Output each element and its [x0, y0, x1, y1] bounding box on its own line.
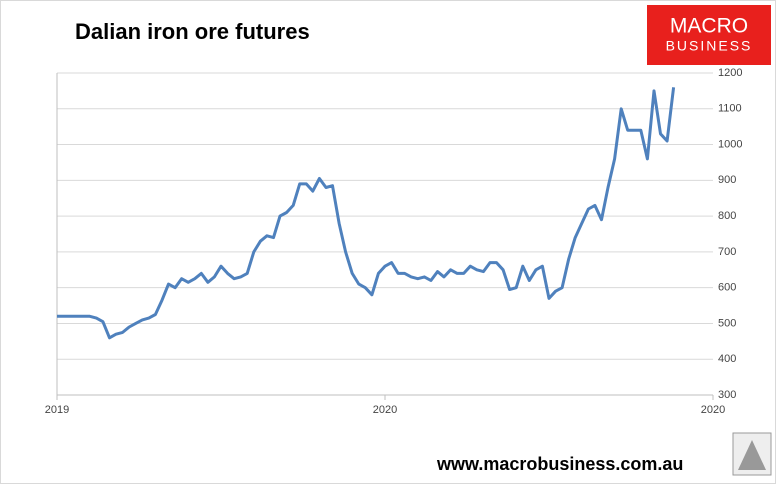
y-tick-label: 700 — [718, 246, 736, 258]
logo-icon — [738, 440, 766, 470]
x-tick-label: 2020 — [373, 404, 397, 416]
y-tick-label: 500 — [718, 317, 736, 329]
y-tick-label: 800 — [718, 210, 736, 222]
y-tick-label: 1100 — [718, 103, 742, 115]
y-tick-label: 400 — [718, 353, 736, 365]
y-tick-label: 1200 — [718, 67, 742, 79]
x-tick-label: 2019 — [45, 404, 69, 416]
logo-text: BUSINESS — [666, 38, 753, 54]
y-tick-label: 1000 — [718, 138, 742, 150]
data-line — [57, 87, 676, 340]
logo-text: MACRO — [670, 15, 748, 38]
y-tick-label: 900 — [718, 174, 736, 186]
y-tick-label: 300 — [718, 389, 736, 401]
logo-box — [647, 5, 771, 65]
chart-title: Dalian iron ore futures — [75, 19, 310, 44]
y-tick-label: 600 — [718, 282, 736, 294]
x-tick-label: 2020 — [701, 404, 725, 416]
footer-url: www.macrobusiness.com.au — [436, 454, 683, 474]
